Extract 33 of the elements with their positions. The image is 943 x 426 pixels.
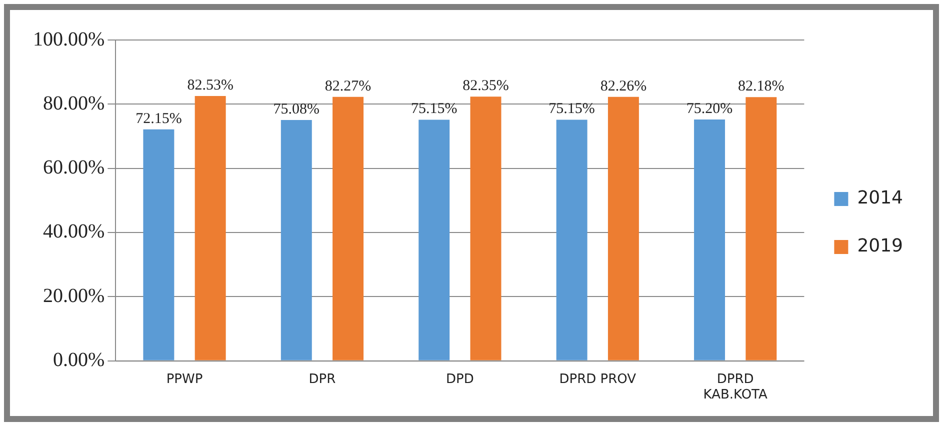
y-tick-label: 20.00% bbox=[42, 284, 105, 307]
y-tick-label: 100.00% bbox=[32, 28, 105, 50]
y-tick-label: 80.00% bbox=[42, 92, 105, 114]
bar bbox=[556, 120, 588, 360]
bar bbox=[280, 120, 312, 360]
data-label: 82.27% bbox=[324, 78, 372, 94]
bar bbox=[746, 97, 777, 360]
bar bbox=[143, 129, 174, 360]
bar bbox=[470, 96, 502, 360]
y-tick-label: 60.00% bbox=[42, 156, 105, 179]
y-tick-label: 0.00% bbox=[52, 349, 105, 372]
bar bbox=[418, 120, 450, 360]
x-tick-label: DPRD KAB.KOTA bbox=[703, 372, 768, 403]
legend-label: 2019 bbox=[857, 236, 904, 257]
bar bbox=[694, 120, 726, 360]
data-label: 82.35% bbox=[462, 78, 509, 94]
x-tick-label: DPR bbox=[308, 372, 336, 387]
bar bbox=[608, 96, 639, 360]
y-tick-label: 40.00% bbox=[42, 220, 105, 243]
data-label: 75.15% bbox=[548, 101, 595, 118]
data-label: 75.20% bbox=[686, 100, 733, 117]
data-label: 75.08% bbox=[273, 101, 320, 118]
data-label: 82.26% bbox=[600, 78, 647, 94]
data-label: 82.18% bbox=[738, 78, 784, 95]
data-label: 72.15% bbox=[136, 110, 182, 127]
x-tick-label: DPD bbox=[446, 372, 474, 387]
bar bbox=[194, 96, 226, 360]
data-label: 82.53% bbox=[187, 77, 234, 94]
x-tick-label: PPWP bbox=[166, 372, 203, 387]
data-label: 75.15% bbox=[410, 101, 458, 118]
legend-label: 2014 bbox=[857, 188, 904, 209]
bar bbox=[332, 96, 364, 360]
x-tick-label: DPRD PROV bbox=[559, 372, 636, 387]
